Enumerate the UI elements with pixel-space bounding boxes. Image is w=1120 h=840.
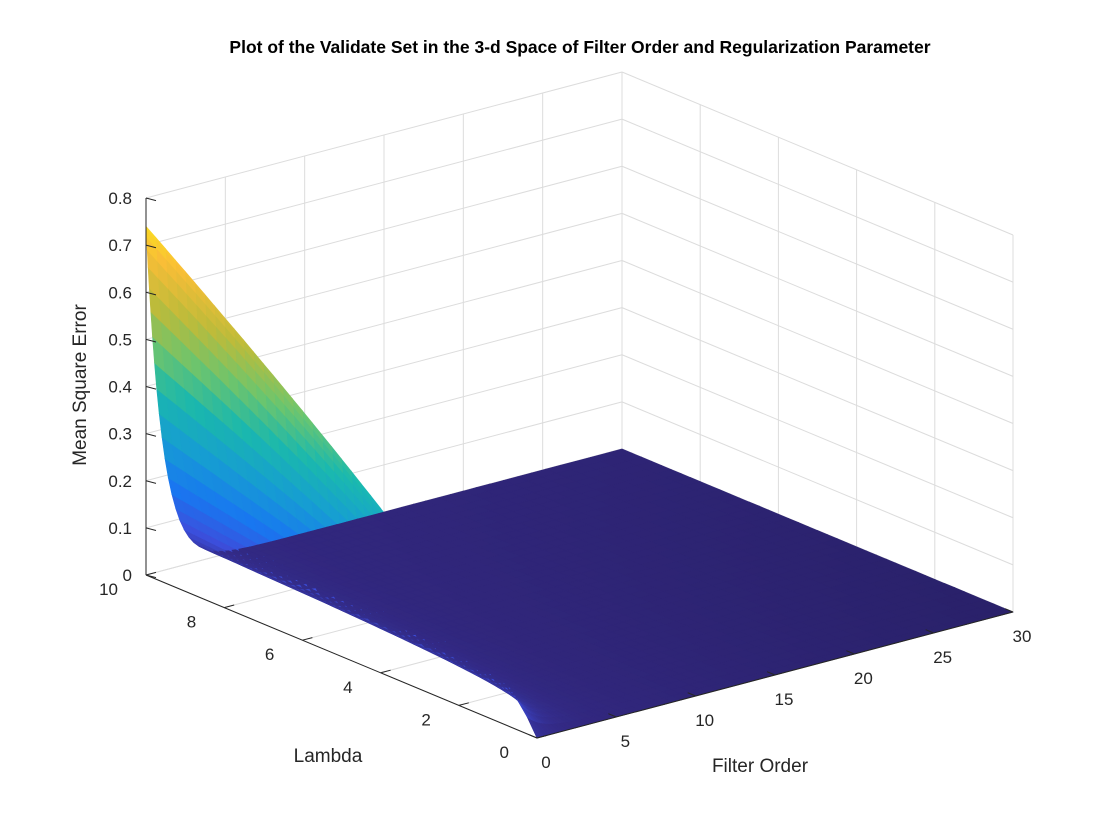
z-tick-mark [145,386,157,390]
y-tick-label: 10 [99,580,118,599]
z-axis-label: Mean Square Error [70,304,91,466]
z-tick-label: 0.3 [108,425,132,444]
z-tick-label: 0 [123,566,132,585]
y-tick-label: 4 [343,678,352,697]
y-axis-line [145,574,538,739]
x-tick-mark [925,629,934,634]
z-tick-mark [145,574,157,579]
tick-labels: 0 5 10 15 20 25 30 0 2 4 6 8 10 0 0.1 0.2 0.3 0.4 0.5 0.6 0.… [99,189,1031,772]
z-tick-label: 0.2 [108,472,132,491]
z-tick-mark [145,527,157,531]
x-tick-mark [766,671,776,676]
y-tick-mark [145,571,157,576]
z-tick-mark [145,433,157,437]
z-tick-label: 0.6 [108,283,132,302]
x-tick-mark [1004,608,1014,613]
grid-line [621,118,1014,283]
x-tick-label: 0 [541,753,550,772]
z-tick-mark [145,244,157,249]
x-tick-mark [608,713,617,718]
grid-line [621,354,1014,519]
y-tick-label: 8 [187,613,196,632]
y-tick-label: 6 [265,645,274,664]
y-axis-label: Lambda [294,746,363,767]
chart-title: Plot of the Validate Set in the 3-d Spac… [229,37,930,57]
grid-line [621,212,1014,377]
grid-line [621,307,1014,472]
y-tick-mark [302,637,313,641]
surface-mesh [145,225,1014,739]
grid-line [621,260,1014,424]
grid-line [621,401,1014,566]
z-tick-label: 0.5 [108,330,132,349]
x-tick-mark [846,650,855,655]
grid-line [145,71,623,199]
y-tick-label: 0 [500,743,509,762]
z-tick-label: 0.4 [108,378,132,397]
z-tick-mark [145,338,157,343]
z-tick-label: 0.1 [108,519,132,538]
y-tick-mark [536,734,548,739]
x-tick-mark [687,692,696,697]
y-tick-mark [458,702,469,706]
x-tick-label: 30 [1013,627,1032,646]
x-tick-label: 5 [621,732,630,751]
y-tick-mark [380,669,391,674]
x-tick-mark [528,734,538,739]
x-tick-label: 10 [695,711,714,730]
x-tick-label: 25 [933,648,952,667]
z-tick-label: 0.8 [108,189,132,208]
grid-line [621,165,1014,330]
z-tick-mark [145,197,157,202]
grid-line [621,71,1014,236]
grid-line [145,118,623,246]
y-tick-mark [224,604,235,609]
z-tick-label: 0.7 [108,236,132,255]
x-tick-label: 20 [854,669,873,688]
x-tick-label: 15 [775,690,794,709]
x-axis-label: Filter Order [712,756,809,777]
z-tick-mark [145,480,157,484]
y-tick-label: 2 [421,710,430,729]
z-tick-mark [145,291,157,296]
grid-line [145,165,623,293]
